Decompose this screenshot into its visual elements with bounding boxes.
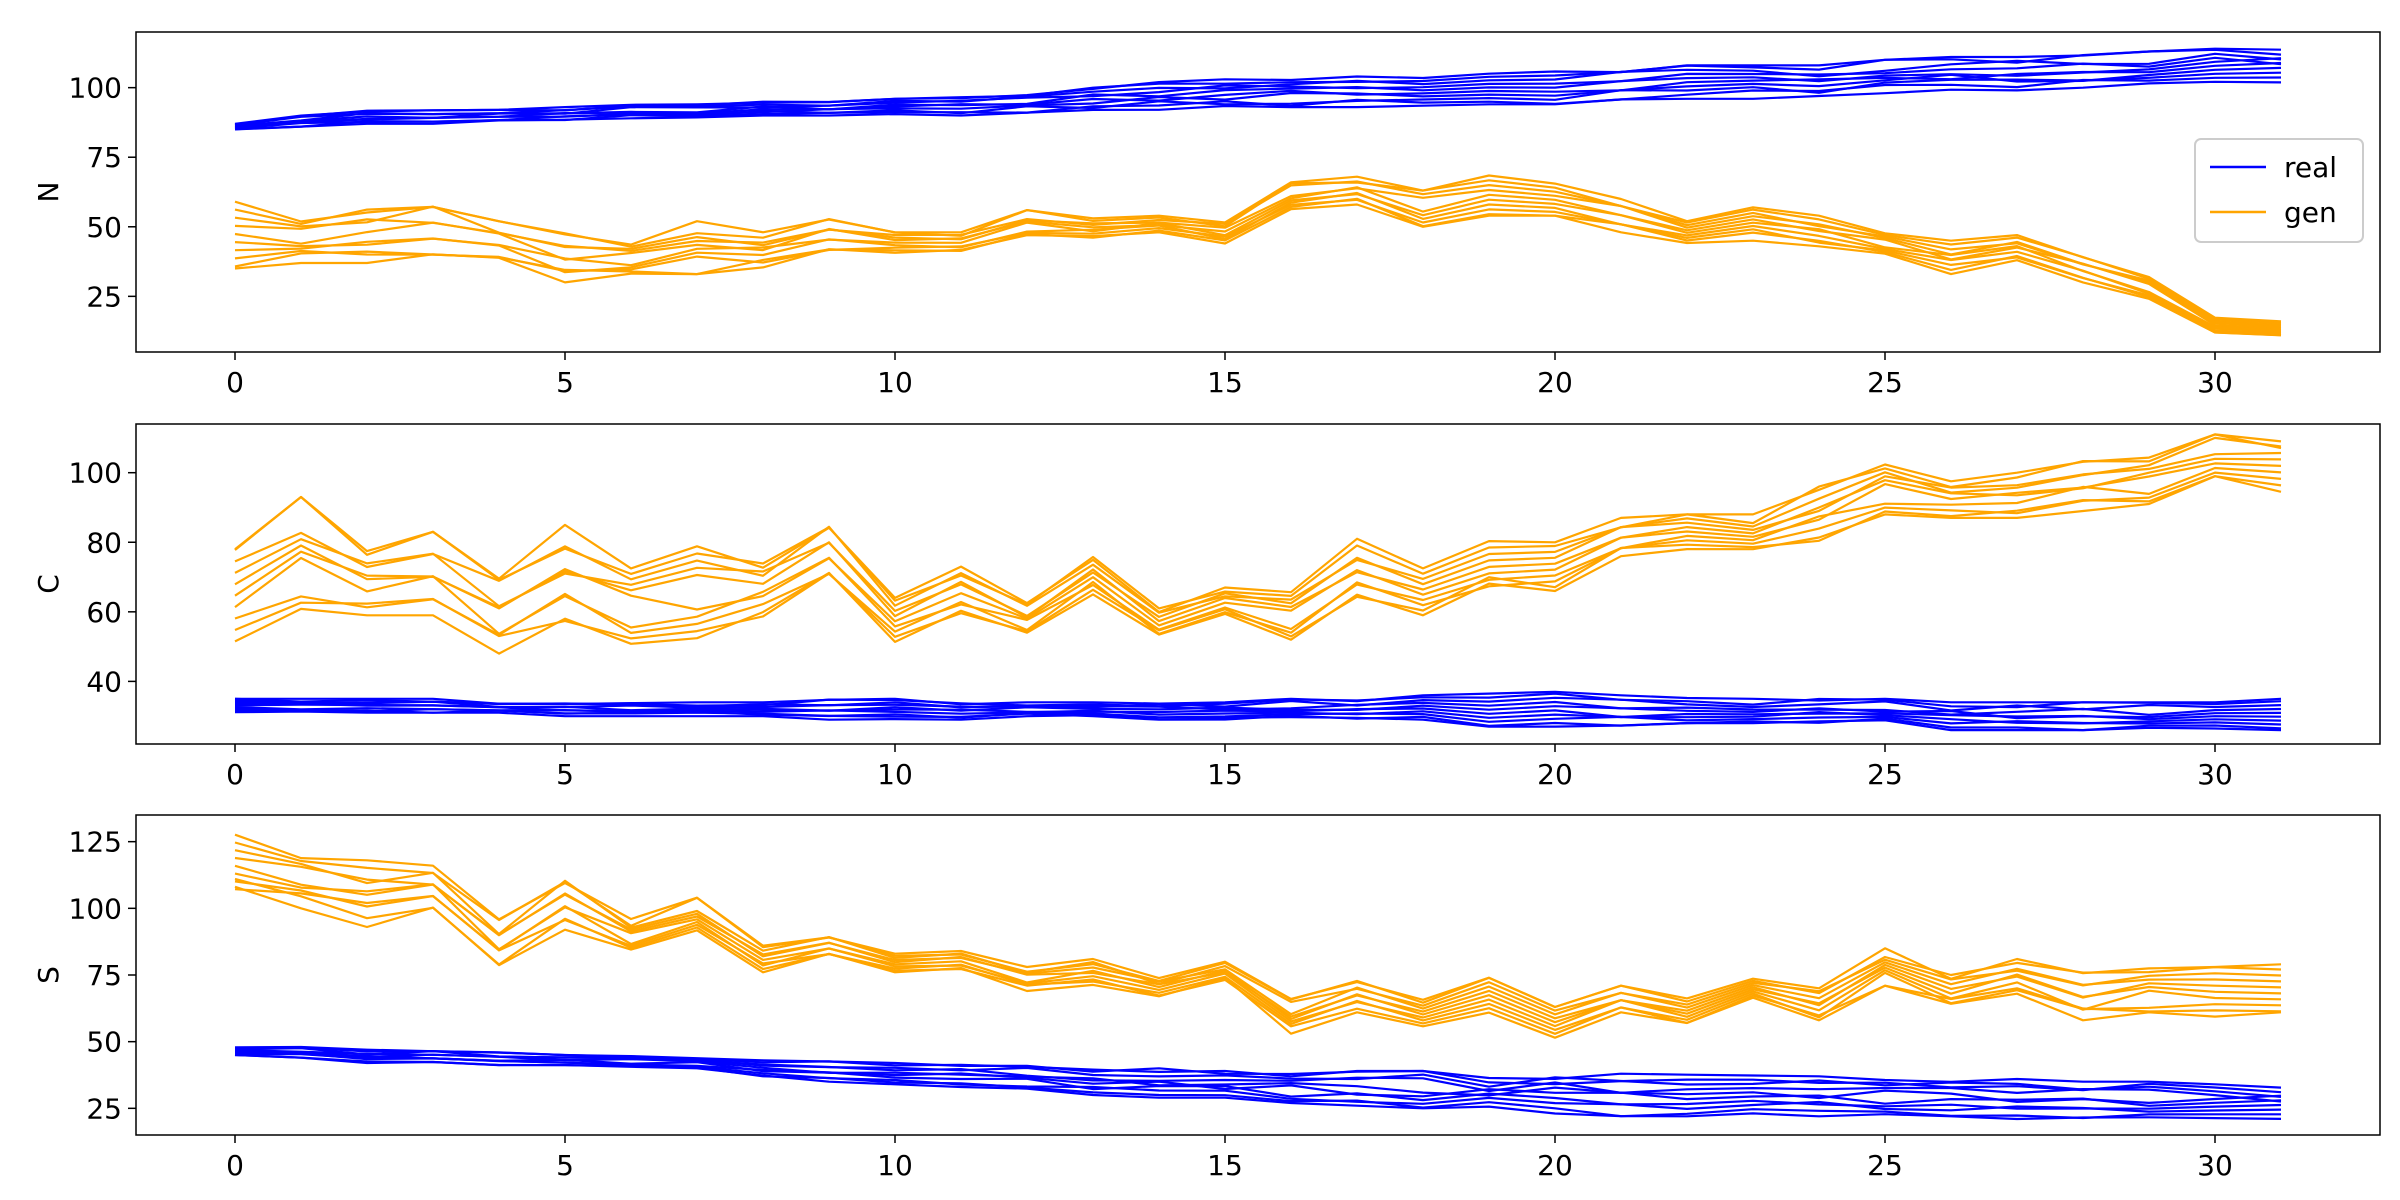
gen-series-line bbox=[234, 174, 2282, 323]
real-series-line bbox=[234, 1047, 2282, 1098]
x-tick-label: 15 bbox=[1207, 1149, 1243, 1182]
real-series-line bbox=[234, 700, 2282, 717]
real-series-line bbox=[234, 1052, 2282, 1110]
legend-label-real: real bbox=[2284, 151, 2337, 184]
y-tick-label: 25 bbox=[86, 280, 122, 313]
y-tick-label: 100 bbox=[69, 892, 122, 925]
x-tick-label: 30 bbox=[2197, 758, 2233, 791]
gen-series-line bbox=[234, 203, 2282, 337]
x-tick-label: 20 bbox=[1537, 366, 1573, 399]
gen-series-line bbox=[234, 466, 2282, 635]
x-tick-label: 5 bbox=[556, 1149, 574, 1182]
gen-series-line bbox=[234, 186, 2282, 330]
gen-series-line bbox=[234, 833, 2282, 1009]
legend-frame bbox=[2194, 138, 2364, 243]
real-series-line bbox=[234, 1050, 2282, 1105]
real-series-line bbox=[234, 66, 2282, 129]
gen-series-line bbox=[234, 193, 2282, 332]
gen-series-line bbox=[234, 433, 2282, 610]
y-tick-label: 75 bbox=[86, 959, 122, 992]
y-tick-label: 100 bbox=[69, 72, 122, 105]
real-series-line bbox=[234, 48, 2282, 126]
y-tick-label: 80 bbox=[86, 526, 122, 559]
panel-s: 0 5 10 15 20 25 30 25 50 75 100 125 S bbox=[32, 814, 2381, 1182]
panel-c: 0 5 10 15 20 25 30 40 60 80 100 C bbox=[32, 423, 2381, 791]
gen-series-line bbox=[234, 885, 2282, 1039]
y-tick-label: 50 bbox=[86, 1026, 122, 1059]
y-axis-label: N bbox=[32, 182, 65, 203]
x-tick-label: 30 bbox=[2197, 1149, 2233, 1182]
x-tick-label: 0 bbox=[226, 1149, 244, 1182]
panel-n: 0 5 10 15 20 25 30 25 50 75 100 N bbox=[32, 31, 2381, 399]
y-tick-label: 75 bbox=[86, 141, 122, 174]
x-tick-label: 0 bbox=[226, 366, 244, 399]
x-tick-label: 15 bbox=[1207, 366, 1243, 399]
y-tick-label: 50 bbox=[86, 211, 122, 244]
x-tick-label: 10 bbox=[877, 758, 913, 791]
x-tick-label: 15 bbox=[1207, 758, 1243, 791]
x-tick-label: 25 bbox=[1867, 366, 1903, 399]
real-series-line bbox=[234, 1053, 2281, 1120]
x-tick-label: 0 bbox=[226, 758, 244, 791]
x-tick-label: 5 bbox=[556, 758, 574, 791]
x-tick-label: 5 bbox=[556, 366, 574, 399]
y-tick-label: 60 bbox=[86, 596, 122, 629]
real-series-line bbox=[234, 47, 2282, 125]
y-tick-label: 125 bbox=[69, 826, 122, 859]
y-axis-label: S bbox=[32, 966, 65, 984]
gen-series-line bbox=[234, 433, 2282, 614]
x-tick-label: 20 bbox=[1537, 1149, 1573, 1182]
x-tick-label: 25 bbox=[1867, 1149, 1903, 1182]
x-tick-label: 25 bbox=[1867, 758, 1903, 791]
x-tick-label: 10 bbox=[877, 366, 913, 399]
y-axis-label: C bbox=[32, 574, 65, 594]
axes-frame bbox=[135, 31, 2381, 353]
axes-frame bbox=[135, 423, 2381, 745]
x-tick-label: 10 bbox=[877, 1149, 913, 1182]
gen-series-line bbox=[234, 856, 2282, 1016]
gen-series-line bbox=[234, 191, 2282, 333]
x-tick-label: 20 bbox=[1537, 758, 1573, 791]
y-tick-label: 25 bbox=[86, 1092, 122, 1125]
y-tick-label: 40 bbox=[86, 665, 122, 698]
legend: real gen bbox=[2194, 138, 2364, 243]
real-series-line bbox=[235, 690, 2282, 706]
real-series-line bbox=[234, 707, 2282, 726]
real-series-line bbox=[234, 1045, 2282, 1089]
gen-series-line bbox=[234, 888, 2282, 1032]
y-tick-label: 100 bbox=[69, 457, 122, 490]
x-tick-label: 30 bbox=[2197, 366, 2233, 399]
legend-label-gen: gen bbox=[2284, 196, 2337, 229]
